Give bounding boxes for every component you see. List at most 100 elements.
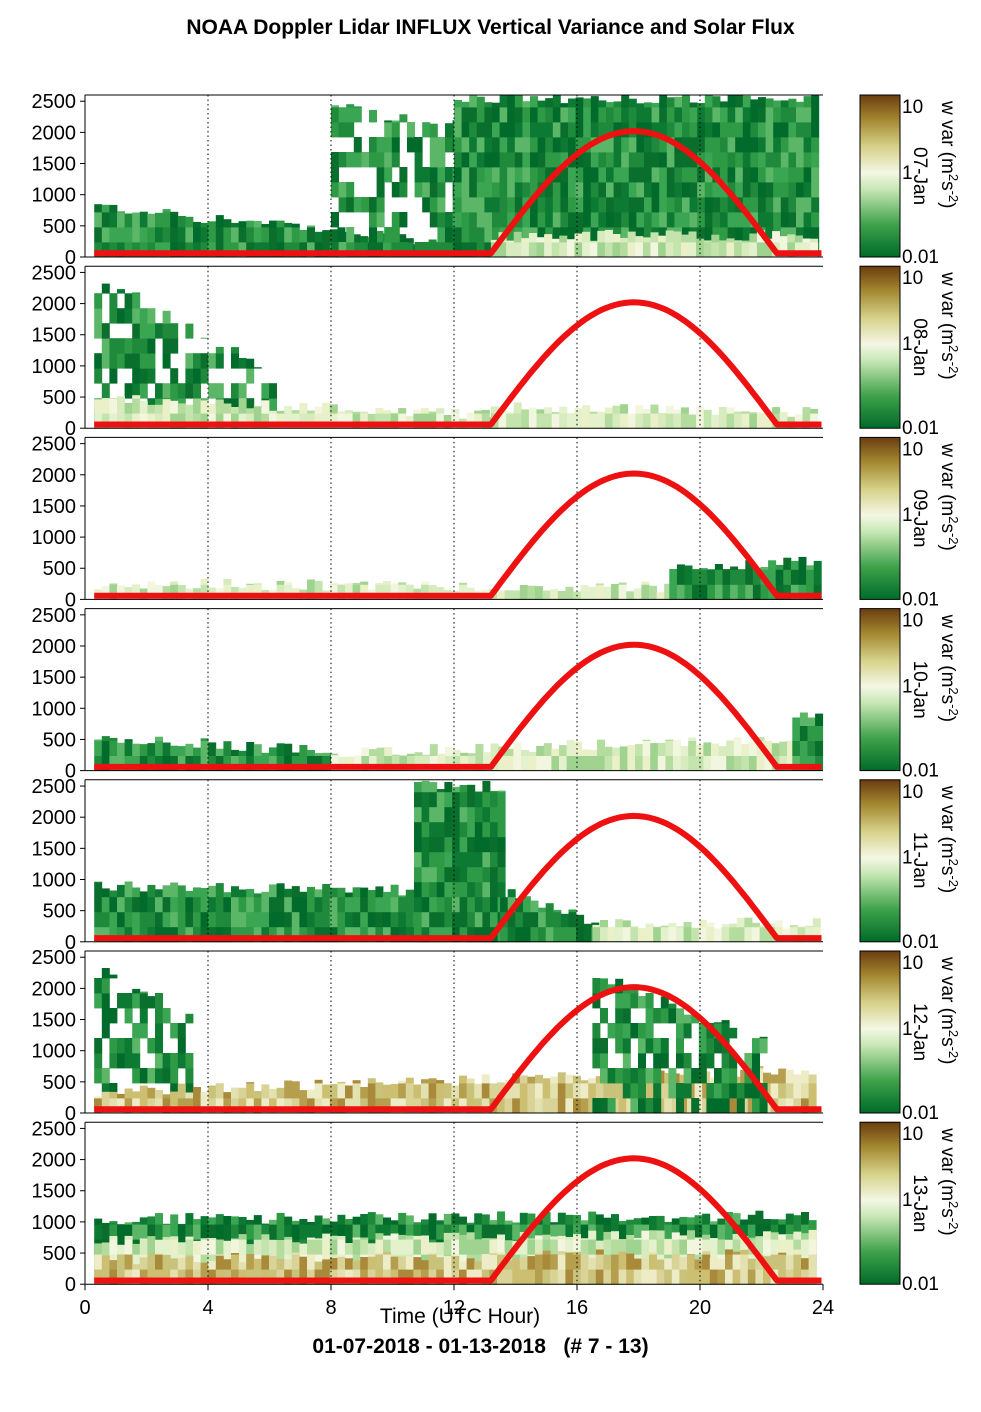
heatmap-cell — [215, 1083, 224, 1099]
heatmap-cell — [628, 197, 637, 213]
heatmap-cell — [712, 96, 721, 108]
colorbar — [859, 436, 901, 600]
heatmap-cell — [223, 1240, 232, 1255]
heatmap-cell — [683, 1053, 692, 1069]
heatmap-cell — [638, 1083, 646, 1099]
heatmap-cell — [801, 1098, 809, 1114]
heatmap-cell — [369, 755, 377, 771]
heatmap-cell — [592, 1023, 601, 1039]
heatmap-cell — [808, 1074, 817, 1084]
heatmap-cell — [802, 242, 811, 258]
heatmap-cell — [200, 1269, 209, 1285]
heatmap-cell — [337, 1256, 346, 1270]
heatmap-cell — [799, 725, 808, 741]
heatmap-cell — [542, 1250, 551, 1255]
heatmap-cell — [101, 968, 110, 979]
heatmap-cell — [444, 911, 453, 928]
heatmap-cell — [808, 1254, 817, 1270]
heatmap-cell — [815, 755, 824, 771]
heatmap-cell — [375, 926, 384, 943]
heatmap-cell — [626, 1224, 635, 1240]
heatmap-cell — [314, 753, 323, 756]
heatmap-cell — [284, 406, 293, 414]
heatmap-cell — [506, 242, 515, 258]
heatmap-cell — [792, 717, 801, 726]
heatmap-cell — [352, 926, 361, 943]
heatmap-cell — [606, 107, 614, 123]
heatmap-cell — [603, 1239, 612, 1255]
heatmap-cell — [691, 1014, 700, 1024]
heatmap-cell — [147, 1216, 156, 1225]
heatmap-cell — [732, 1098, 741, 1114]
heatmap-cell — [314, 242, 323, 258]
heatmap-cell — [808, 1269, 817, 1285]
colorbar-tick-label: 1 — [902, 676, 913, 697]
heatmap-cell — [718, 242, 727, 258]
heatmap-cell — [721, 926, 730, 943]
heatmap-cell — [645, 1068, 654, 1084]
heatmap-cell — [796, 227, 804, 243]
heatmap-cell — [671, 1269, 680, 1285]
heatmap-cell — [147, 1236, 156, 1240]
heatmap-cell — [155, 993, 163, 1009]
heatmap-cell — [383, 926, 391, 943]
heatmap-cell — [759, 925, 768, 928]
heatmap-cell — [794, 414, 803, 429]
heatmap-cell — [600, 926, 608, 943]
heatmap-cell — [492, 137, 500, 153]
heatmap-cell — [497, 866, 506, 883]
heatmap-cell — [664, 1258, 673, 1270]
heatmap-cell — [595, 1254, 604, 1270]
heatmap-cell — [779, 236, 788, 243]
heatmap-cell — [215, 911, 224, 928]
heatmap-cell — [773, 167, 782, 183]
heatmap-cell — [627, 231, 636, 243]
heatmap-cell — [185, 1256, 194, 1270]
heatmap-cell — [352, 582, 361, 585]
heatmap-cell — [322, 242, 331, 258]
heatmap-cell — [367, 1083, 376, 1099]
heatmap-cell — [790, 584, 799, 600]
heatmap-cell — [808, 1220, 817, 1225]
heatmap-cell — [467, 896, 476, 913]
y-tick-label: 2500 — [32, 605, 77, 627]
heatmap-cell — [704, 107, 713, 123]
heatmap-cell — [803, 182, 812, 198]
heatmap-cell — [193, 413, 201, 429]
heatmap-cell — [482, 821, 491, 838]
heatmap-cell — [452, 791, 460, 808]
heatmap-cell — [669, 569, 678, 585]
heatmap-cell — [314, 1224, 323, 1240]
heatmap-cell — [147, 227, 156, 243]
heatmap-cell — [200, 1216, 209, 1225]
heatmap-cell — [307, 1239, 315, 1255]
heatmap-cell — [734, 242, 743, 258]
heatmap-cell — [592, 924, 601, 928]
heatmap-cell — [469, 122, 478, 138]
heatmap-cell — [794, 235, 803, 243]
heatmap-cell — [490, 790, 498, 793]
heatmap-cell — [691, 927, 700, 943]
heatmap-cell — [428, 1083, 437, 1099]
heatmap-cell — [284, 222, 293, 228]
heatmap-cell — [390, 896, 399, 913]
heatmap-cell — [299, 926, 308, 943]
heatmap-cell — [445, 747, 453, 756]
x-tick-label: 12 — [443, 1297, 465, 1319]
heatmap-cell — [436, 791, 445, 808]
heatmap-cell — [666, 107, 675, 123]
heatmap-cell — [467, 851, 476, 868]
heatmap-cell — [329, 1098, 338, 1114]
heatmap-cell — [588, 1269, 597, 1285]
heatmap-cell — [360, 242, 369, 258]
heatmap-cell — [778, 1098, 787, 1114]
heatmap-cell — [682, 167, 690, 183]
heatmap-cell — [530, 900, 539, 913]
heatmap-cell — [521, 242, 530, 258]
heatmap-cell — [552, 152, 561, 168]
heatmap-cell — [566, 740, 575, 756]
heatmap-cell — [444, 881, 453, 898]
heatmap-cell — [687, 1217, 695, 1225]
panel-day-label: 07-Jan — [909, 147, 930, 205]
heatmap-cell — [215, 1255, 224, 1270]
